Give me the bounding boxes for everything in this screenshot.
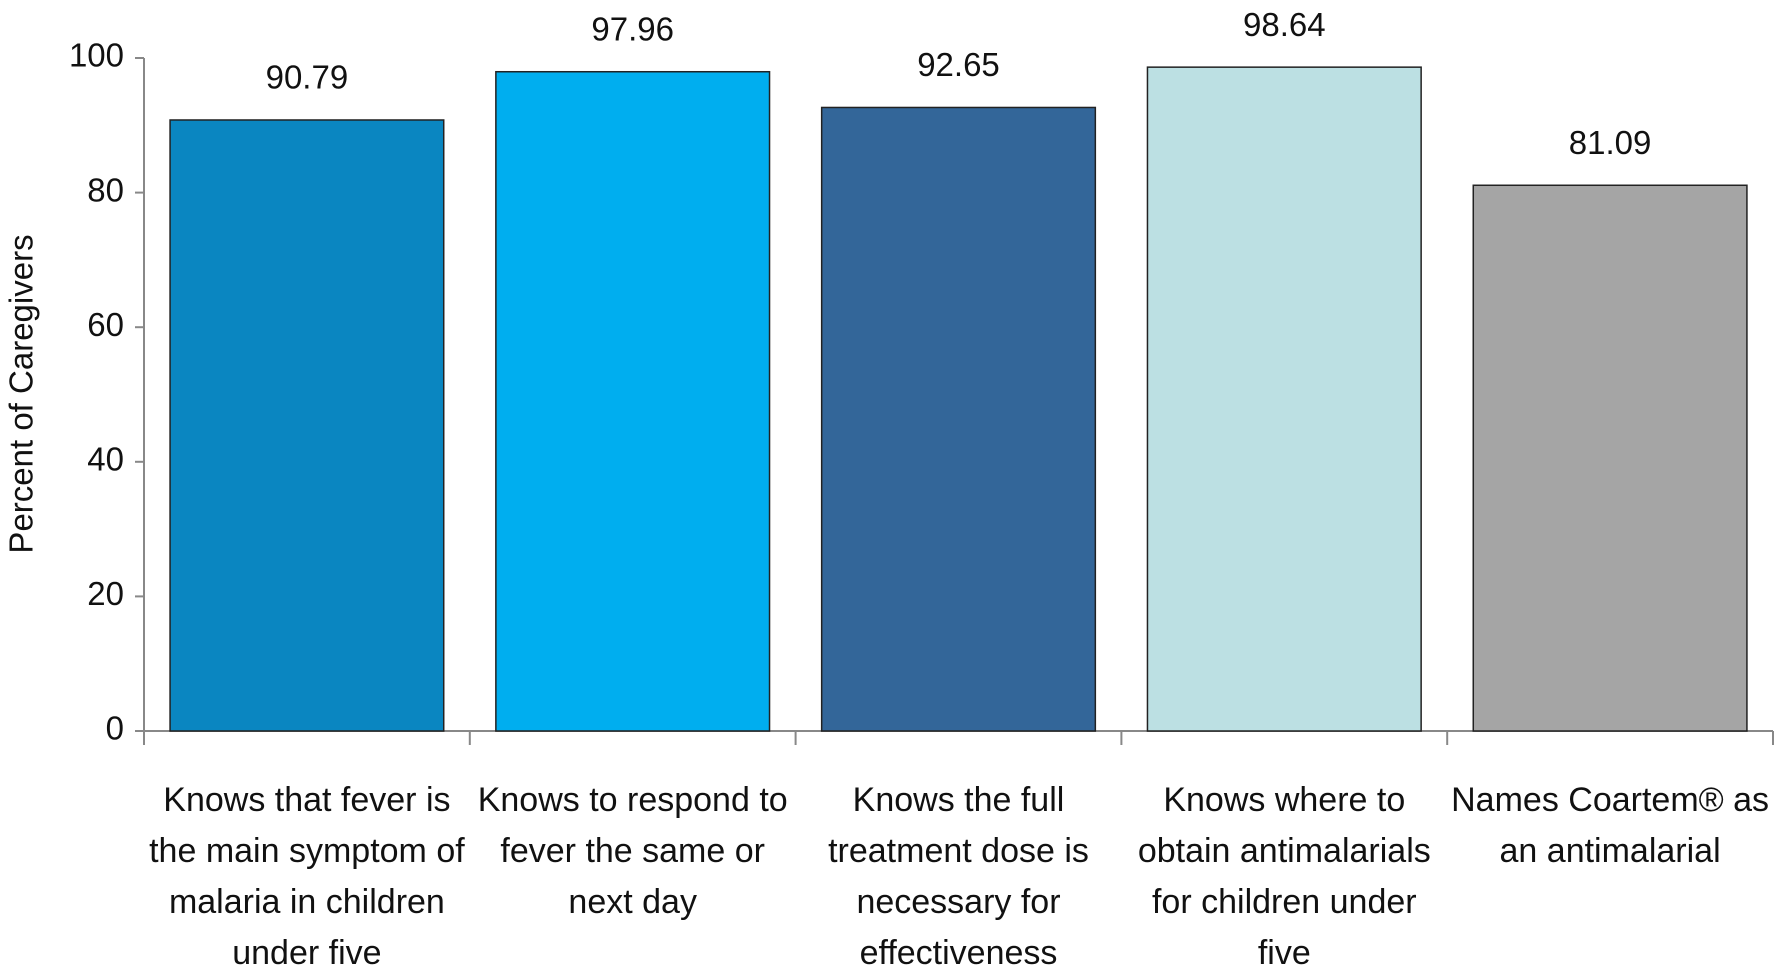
x-tick-label: Names Coartem® as an antimalarial xyxy=(1451,781,1770,870)
x-tick-label: Knows the full treatment dose is necessa… xyxy=(828,781,1089,972)
y-tick-label: 0 xyxy=(106,710,124,747)
bar xyxy=(495,70,771,732)
value-label: 81.09 xyxy=(1569,124,1652,161)
x-tick-label: Knows that fever is the main symptom of … xyxy=(149,781,465,972)
value-label: 97.96 xyxy=(591,10,674,47)
bar xyxy=(169,119,445,732)
bar xyxy=(820,106,1097,732)
bar xyxy=(1146,66,1422,732)
y-axis-title: Percent of Caregivers xyxy=(3,234,40,553)
value-label: 90.79 xyxy=(266,59,349,96)
y-tick-label: 60 xyxy=(87,306,124,343)
y-tick-label: 40 xyxy=(87,441,124,478)
x-tick-label: Knows where to obtain antimalarials for … xyxy=(1137,781,1431,972)
bar xyxy=(1472,184,1748,732)
y-tick-label: 80 xyxy=(87,171,124,208)
x-tick-label: Knows to respond to fever the same or ne… xyxy=(477,781,788,921)
value-label: 98.64 xyxy=(1243,6,1326,43)
y-tick-label: 20 xyxy=(87,575,124,612)
value-label: 92.65 xyxy=(917,46,1000,83)
y-tick-label: 100 xyxy=(69,37,124,74)
